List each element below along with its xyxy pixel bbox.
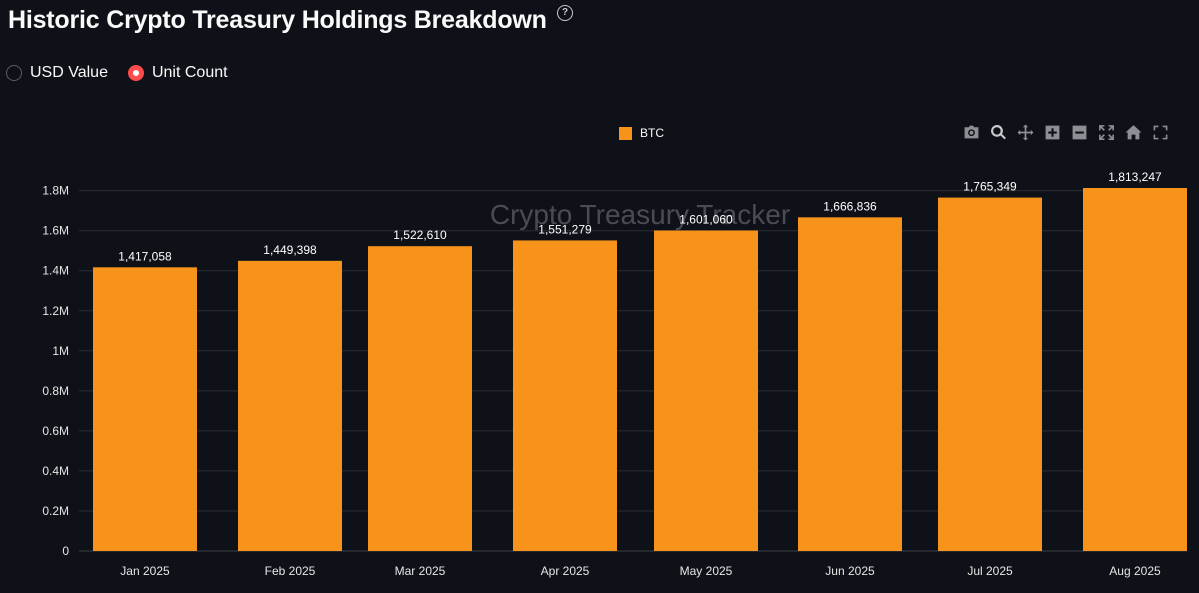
pan-icon[interactable] bbox=[1016, 123, 1035, 142]
page-title: Historic Crypto Treasury Holdings Breakd… bbox=[8, 5, 547, 34]
radio-label-unit-count: Unit Count bbox=[151, 64, 228, 81]
x-tick-label: May 2025 bbox=[680, 564, 733, 578]
data-label: 1,449,398 bbox=[263, 243, 317, 257]
radio-label-usd-value: USD Value bbox=[30, 64, 108, 81]
data-label: 1,417,058 bbox=[118, 249, 172, 263]
legend-swatch-btc bbox=[619, 126, 632, 140]
bar-btc-1 bbox=[238, 260, 342, 551]
data-label: 1,551,279 bbox=[538, 222, 592, 236]
y-tick-label: 1.2M bbox=[42, 304, 69, 318]
y-tick-label: 0.4M bbox=[42, 464, 69, 478]
watermark-text: Crypto Treasury Tracker bbox=[490, 199, 790, 230]
data-label: 1,666,836 bbox=[823, 199, 877, 213]
legend-label-btc: BTC bbox=[640, 126, 664, 140]
zoom-in-icon[interactable] bbox=[1043, 123, 1062, 142]
home-icon[interactable] bbox=[1124, 123, 1143, 142]
y-tick-label: 1M bbox=[52, 344, 69, 358]
data-label: 1,522,610 bbox=[393, 228, 447, 242]
bar-btc-6 bbox=[938, 197, 1042, 551]
data-label: 1,813,247 bbox=[1108, 170, 1162, 184]
y-tick-label: 0.2M bbox=[42, 504, 69, 518]
data-label: 1,765,349 bbox=[963, 180, 1017, 194]
radio-unit-count[interactable]: Unit Count bbox=[127, 64, 228, 82]
y-tick-label: 0.6M bbox=[42, 424, 69, 438]
y-tick-label: 1.6M bbox=[42, 224, 69, 238]
radio-usd-value[interactable]: USD Value bbox=[6, 64, 108, 82]
zoom-icon[interactable] bbox=[989, 123, 1008, 142]
bar-btc-7 bbox=[1083, 188, 1187, 551]
y-tick-label: 0 bbox=[62, 544, 69, 558]
x-tick-label: Aug 2025 bbox=[1109, 564, 1161, 578]
header: Historic Crypto Treasury Holdings Breakd… bbox=[8, 0, 547, 40]
x-tick-label: Jun 2025 bbox=[825, 564, 875, 578]
x-tick-label: Apr 2025 bbox=[541, 564, 590, 578]
bar-btc-0 bbox=[93, 267, 197, 551]
chart-modebar bbox=[962, 123, 1170, 142]
y-tick-label: 0.8M bbox=[42, 384, 69, 398]
data-label: 1,601,060 bbox=[679, 212, 733, 226]
bar-btc-3 bbox=[513, 240, 617, 551]
bar-btc-2 bbox=[368, 246, 472, 551]
radio-circle-unit-count[interactable] bbox=[127, 65, 144, 81]
x-tick-label: Mar 2025 bbox=[395, 564, 446, 578]
y-tick-label: 1.8M bbox=[42, 184, 69, 198]
x-tick-label: Feb 2025 bbox=[265, 564, 316, 578]
bar-btc-4 bbox=[654, 230, 758, 551]
view-toggle: USD Value Unit Count bbox=[6, 64, 228, 82]
radio-circle-usd-value[interactable] bbox=[6, 65, 22, 81]
y-tick-label: 1.4M bbox=[42, 264, 69, 278]
camera-icon[interactable] bbox=[962, 123, 981, 142]
fullscreen-icon[interactable] bbox=[1151, 123, 1170, 142]
zoom-out-icon[interactable] bbox=[1070, 123, 1089, 142]
bar-btc-5 bbox=[798, 217, 902, 551]
chart-legend[interactable]: BTC bbox=[619, 126, 664, 140]
x-tick-label: Jul 2025 bbox=[967, 564, 1013, 578]
x-tick-label: Jan 2025 bbox=[120, 564, 170, 578]
help-circle-icon[interactable]: ? bbox=[557, 5, 573, 21]
autoscale-icon[interactable] bbox=[1097, 123, 1116, 142]
